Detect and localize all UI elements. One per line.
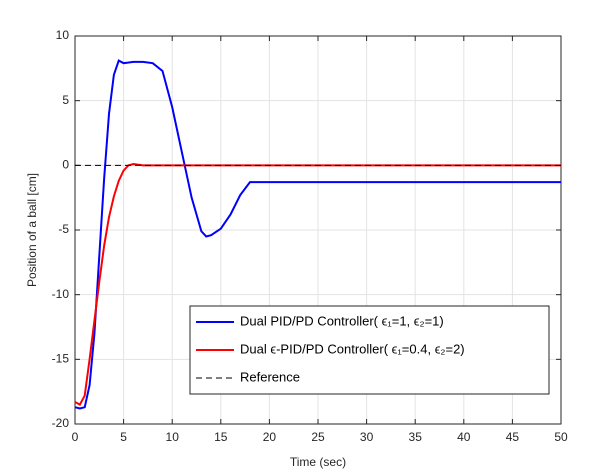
y-tick-label: -10 [52, 287, 70, 301]
x-tick-label: 45 [506, 430, 520, 444]
y-axis-label: Position of a ball [cm] [25, 173, 39, 287]
x-tick-label: 0 [72, 430, 79, 444]
legend-label: Reference [240, 369, 300, 384]
x-tick-label: 35 [409, 430, 423, 444]
y-tick-label: -5 [58, 222, 69, 236]
y-tick-label: -20 [52, 416, 70, 430]
legend-label: Dual ϵ-PID/PD Controller( ϵ₁=0.4, ϵ₂=2) [240, 341, 465, 356]
x-tick-label: 20 [263, 430, 277, 444]
legend-label: Dual PID/PD Controller( ϵ₁=1, ϵ₂=1) [240, 313, 444, 328]
x-tick-label: 15 [214, 430, 228, 444]
x-tick-label: 30 [360, 430, 374, 444]
x-tick-label: 10 [166, 430, 180, 444]
series-line [74, 163, 561, 406]
x-axis-label: Time (sec) [290, 455, 346, 469]
x-tick-label: 5 [120, 430, 127, 444]
legend: Dual PID/PD Controller( ϵ₁=1, ϵ₂=1) Dual … [189, 305, 550, 395]
x-tick-label: 40 [457, 430, 471, 444]
plot-frame [74, 35, 562, 425]
y-tick-label: -15 [52, 352, 70, 366]
x-tick-label: 50 [554, 430, 568, 444]
legend-box [189, 305, 550, 395]
x-tick-label: 25 [311, 430, 325, 444]
y-tick-label: 0 [62, 158, 69, 172]
y-tick-label: 10 [56, 28, 70, 42]
y-tick-label: 5 [62, 93, 69, 107]
